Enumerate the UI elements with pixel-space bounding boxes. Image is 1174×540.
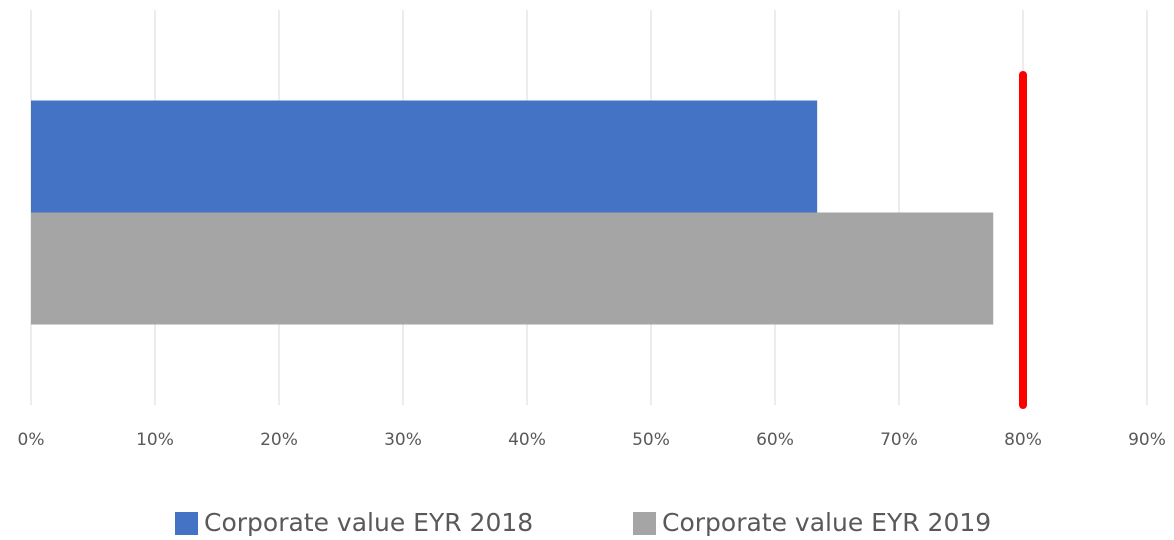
x-tick-label: 70% bbox=[880, 430, 918, 450]
x-tick-label: 30% bbox=[384, 430, 422, 450]
bar bbox=[31, 100, 818, 213]
legend-swatch bbox=[175, 512, 198, 535]
legend-swatch bbox=[633, 512, 656, 535]
legend-label: Corporate value EYR 2018 bbox=[204, 508, 533, 537]
x-tick-label: 50% bbox=[632, 430, 670, 450]
x-tick-label: 0% bbox=[18, 430, 45, 450]
x-tick-label: 10% bbox=[136, 430, 174, 450]
x-tick-label: 20% bbox=[260, 430, 298, 450]
x-tick-label: 90% bbox=[1128, 430, 1166, 450]
x-tick-label: 80% bbox=[1004, 430, 1042, 450]
x-tick-label: 40% bbox=[508, 430, 546, 450]
x-tick-label: 60% bbox=[756, 430, 794, 450]
legend-label: Corporate value EYR 2019 bbox=[662, 508, 991, 537]
bar bbox=[31, 212, 994, 325]
